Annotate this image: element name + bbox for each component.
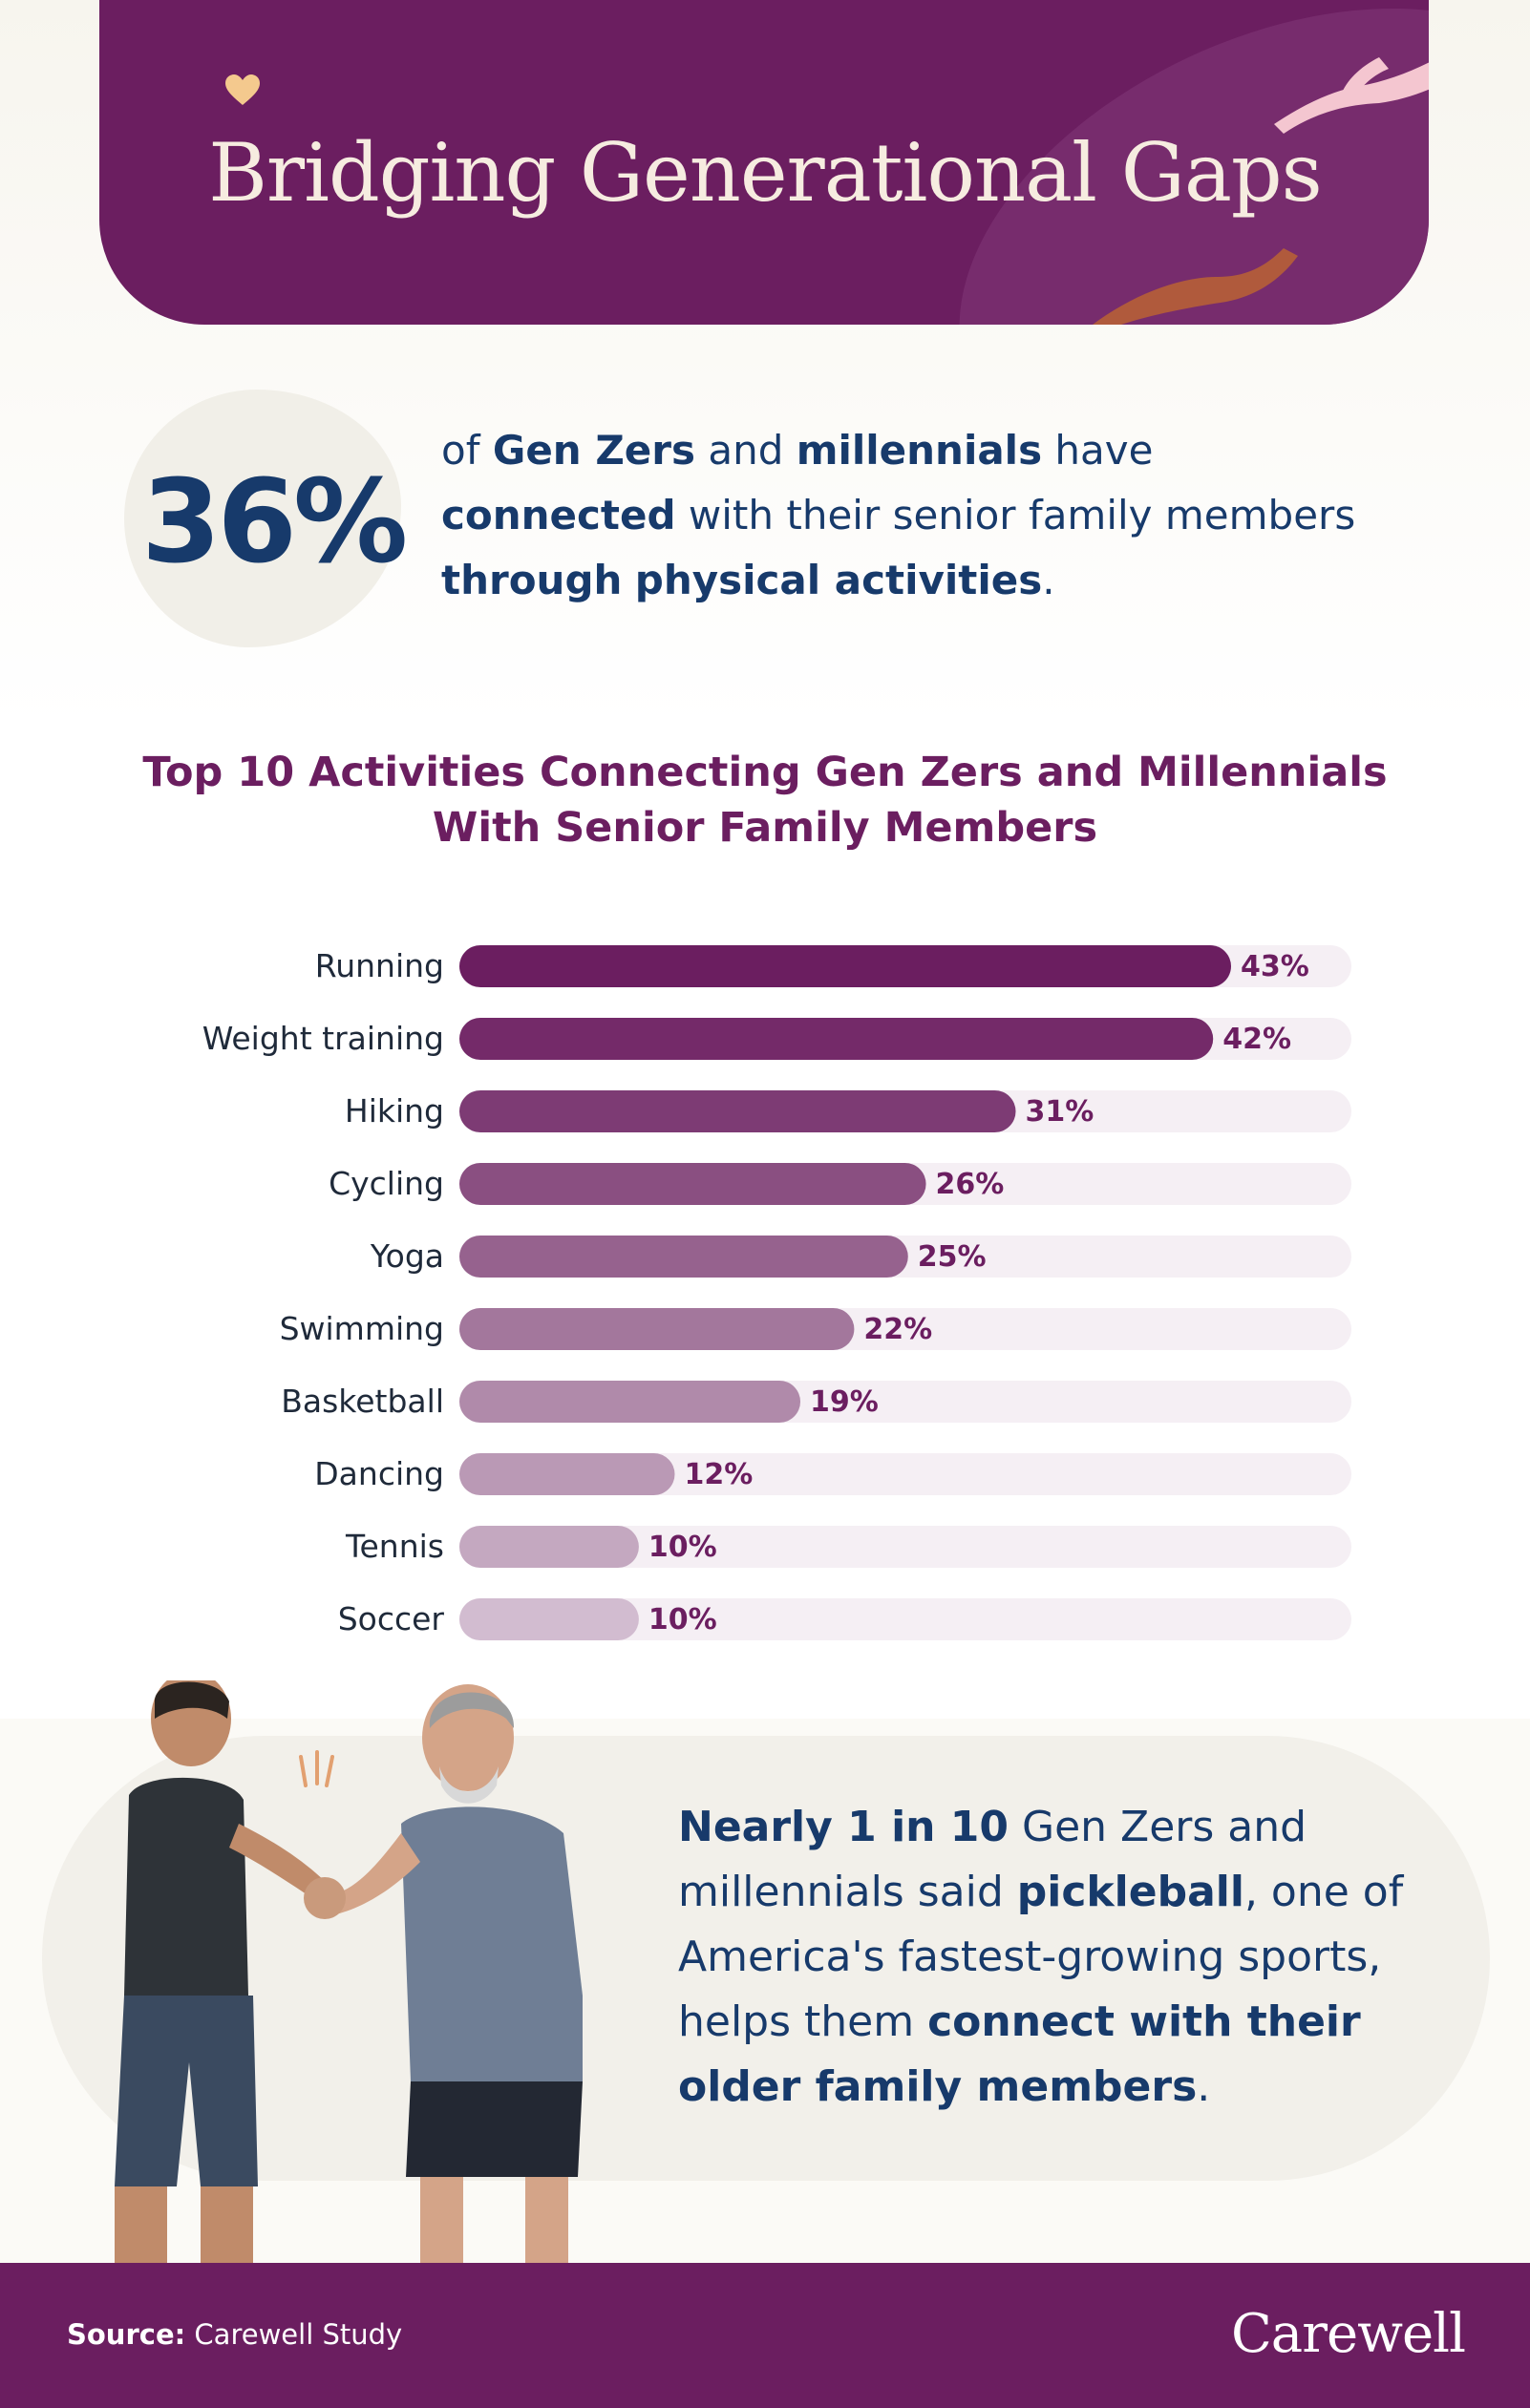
people-handshake-illustration xyxy=(115,1680,583,2263)
source-credit: Source: Carewell Study xyxy=(67,2318,403,2351)
stat-number: 36% xyxy=(141,456,408,589)
pickleball-note: Nearly 1 in 10 Gen Zers and millennials … xyxy=(678,1803,1404,2111)
chart-title: Top 10 Activities Connecting Gen Zers an… xyxy=(142,749,1388,852)
hand-illustration-bottom xyxy=(1093,248,1298,325)
stat-description: of Gen Zers and millennials have connect… xyxy=(441,427,1356,603)
heart-icon xyxy=(225,74,260,105)
note-panel xyxy=(42,1736,1490,2181)
chart-background xyxy=(0,726,1530,1719)
hand-illustration-top xyxy=(1274,57,1429,134)
brand-logo: Carewell xyxy=(1230,2303,1466,2365)
footer-bar xyxy=(0,2263,1530,2408)
page-title: Bridging Generational Gaps xyxy=(208,126,1323,220)
header-banner xyxy=(99,0,1429,325)
stat-blob xyxy=(124,390,401,647)
